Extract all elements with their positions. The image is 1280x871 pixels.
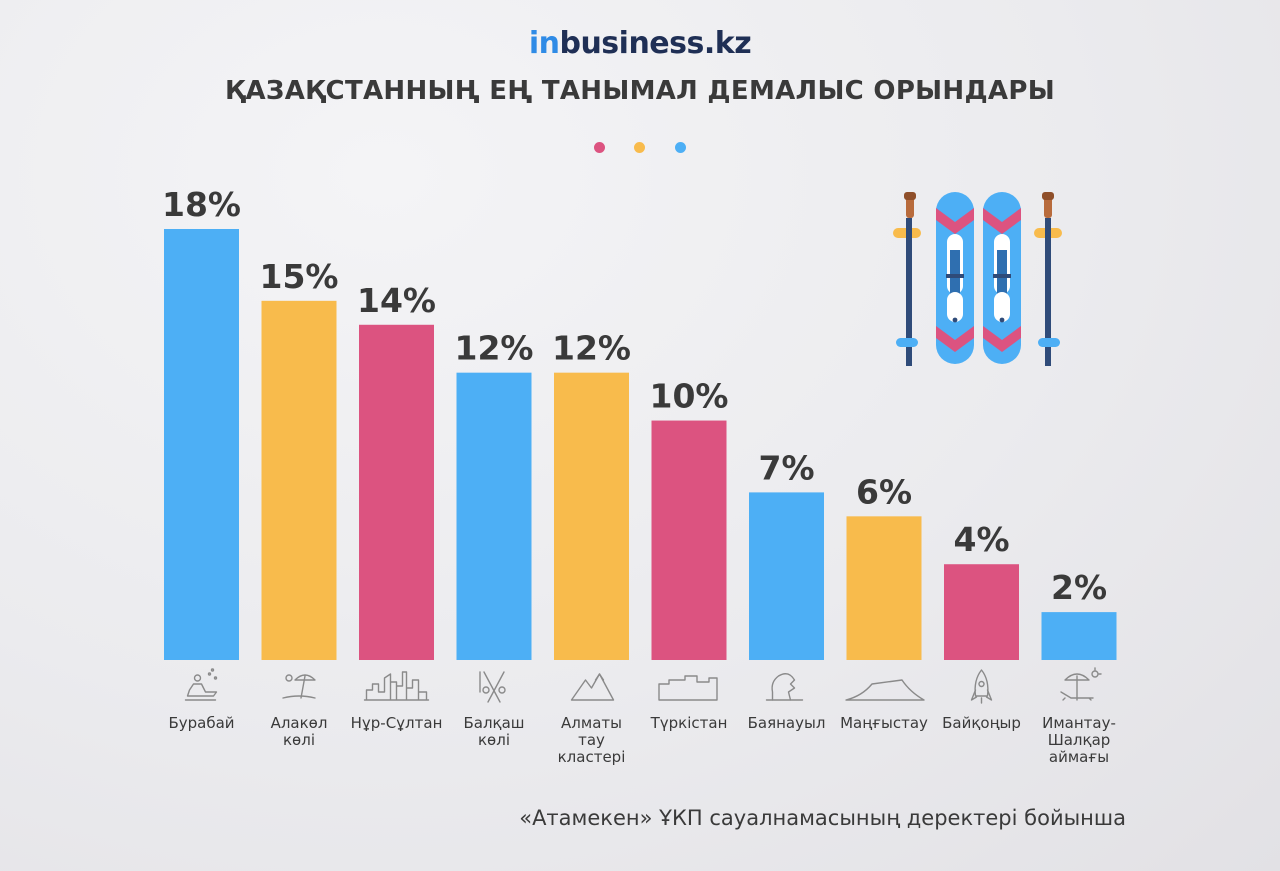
fishing-rods-icon [479, 671, 506, 703]
category-label-1: Алакөл көлі [271, 714, 328, 749]
chart-title: ҚАЗАҚСТАННЫҢ ЕҢ ТАНЫМАЛ ДЕМАЛЫС ОРЫНДАРЫ [225, 76, 1055, 106]
category-label-6: Баянауыл [748, 714, 826, 732]
skis-and-poles-icon [893, 192, 1062, 366]
fortress-icon [658, 675, 718, 701]
value-label-1: 15% [260, 257, 339, 296]
bar-0 [164, 229, 239, 660]
bar-1 [261, 300, 337, 660]
category-label-7: Маңғыстау [840, 714, 928, 732]
bar-9 [1041, 612, 1117, 660]
category-label-0: Бурабай [168, 714, 234, 732]
bar-5 [651, 420, 727, 660]
rocket-icon [970, 669, 993, 704]
logo-suffix: business.kz [559, 26, 752, 61]
pink-dot [594, 142, 605, 153]
value-label-5: 10% [650, 377, 729, 416]
value-label-9: 2% [1051, 568, 1107, 607]
rock-face-icon [765, 673, 804, 701]
category-label-4: Алматы тау кластері [558, 714, 626, 766]
category-label-2: Нұр-Сұлтан [351, 714, 443, 732]
bar-8 [944, 564, 1019, 660]
value-labels-group: 18% 15% 14% 12% 12% 10% 7% 6% 4% 2% [162, 185, 1107, 607]
category-label-8: Байқоңыр [942, 714, 1021, 732]
category-label-5: Түркістан [650, 714, 728, 732]
bars-group [164, 229, 1117, 660]
bar-7 [846, 516, 922, 660]
value-label-7: 6% [856, 472, 912, 511]
value-label-6: 7% [758, 448, 814, 487]
plateau-icon [845, 679, 925, 701]
category-icons-group [184, 667, 1102, 704]
bar-2 [359, 324, 434, 660]
value-label-4: 12% [552, 329, 631, 368]
value-label-3: 12% [455, 329, 534, 368]
category-label-9: Имантау-Шалқар аймағы [1042, 714, 1116, 766]
bar-3 [456, 372, 532, 660]
category-label-3: Балқаш көлі [463, 714, 524, 749]
snowmobile-icon [184, 668, 218, 701]
value-label-2: 14% [357, 281, 436, 320]
city-skyline-icon [363, 671, 430, 701]
category-labels-group: Бурабай Алакөл көлі Нұр-Сұлтан Балқаш көлі Алм… [168, 714, 1115, 766]
beach-umbrella-icon [282, 674, 316, 699]
logo: inbusiness.kz [0, 26, 1280, 61]
bar-4 [554, 372, 629, 660]
bar-6 [749, 492, 824, 660]
source-note: «Атамекен» ҰКП сауалнамасының деректері … [519, 806, 1126, 830]
mountains-icon [570, 673, 615, 701]
logo-prefix: in [528, 26, 560, 61]
value-label-0: 18% [162, 185, 241, 224]
sun-lounger-icon [1060, 667, 1102, 701]
blue-dot [675, 142, 686, 153]
value-label-8: 4% [953, 520, 1009, 559]
yellow-dot [634, 142, 645, 153]
